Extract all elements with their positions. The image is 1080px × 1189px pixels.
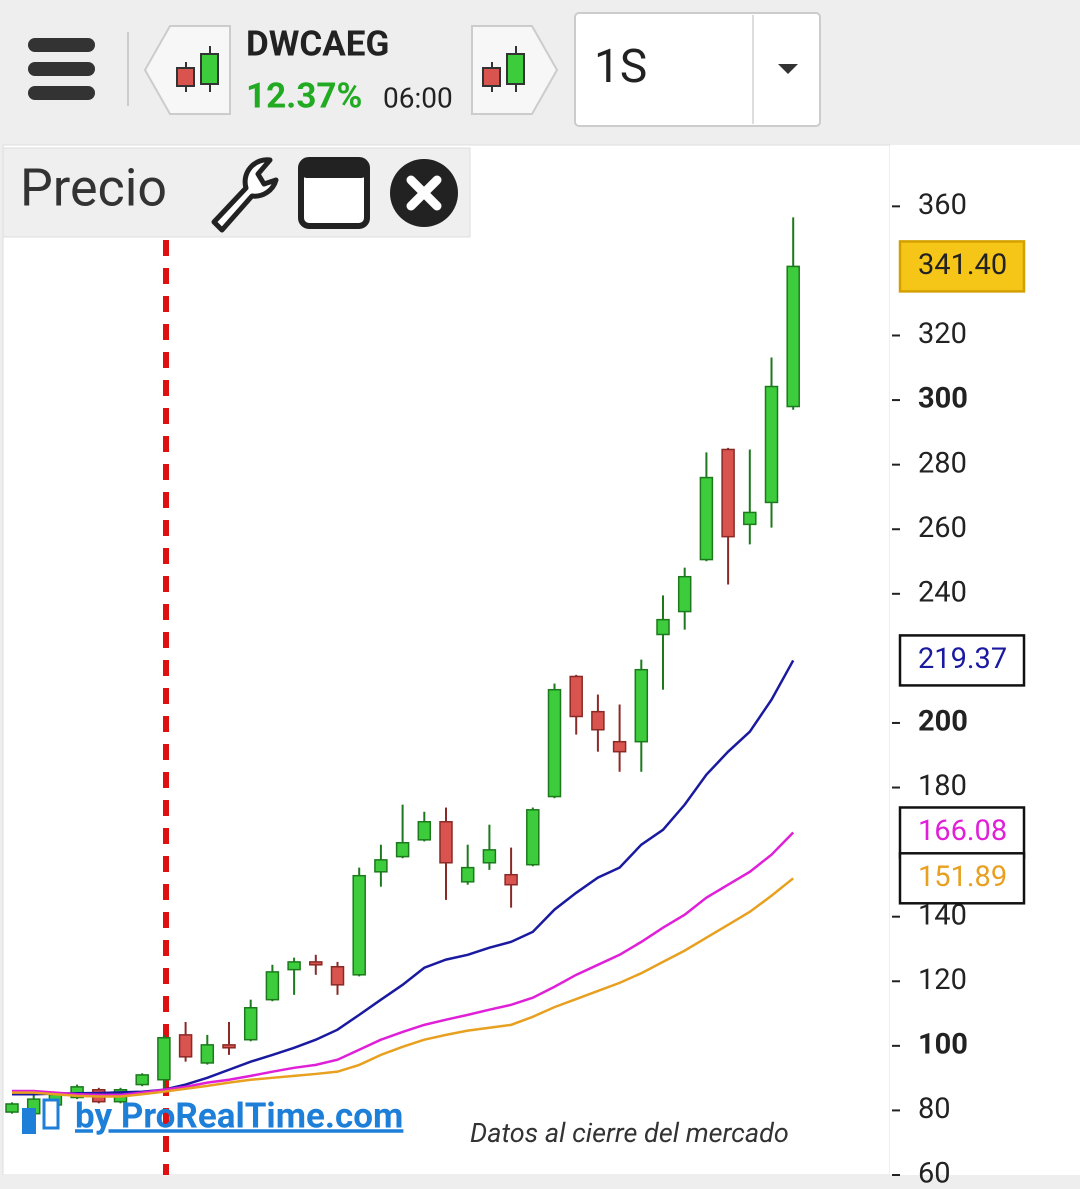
candle-body xyxy=(612,740,627,753)
y-tick-label: 360 xyxy=(918,188,967,222)
panel-title: Precio xyxy=(20,158,167,219)
period: 1S xyxy=(594,40,647,94)
bottom-bar xyxy=(0,1175,1080,1189)
candle-body xyxy=(352,874,366,976)
candle-body xyxy=(200,1044,215,1064)
candle-body xyxy=(157,1037,171,1081)
candle-body xyxy=(374,859,388,873)
y-tick-label: 320 xyxy=(918,317,967,351)
candle-body xyxy=(417,821,432,841)
y-tick-label: 80 xyxy=(918,1092,951,1126)
next-button[interactable] xyxy=(471,25,559,115)
window-button[interactable] xyxy=(298,157,370,229)
watermark-icon xyxy=(22,1098,60,1134)
ma-label-box xyxy=(898,806,1026,859)
ma-label: 166.08 xyxy=(918,814,1007,848)
candle-body xyxy=(677,575,692,613)
candle-body xyxy=(395,842,410,858)
y-tick-label: 280 xyxy=(918,446,967,480)
candle-body xyxy=(309,961,323,966)
plot xyxy=(5,217,800,1116)
candle-body xyxy=(547,688,562,798)
candle-body xyxy=(786,265,800,408)
period-dropdown[interactable] xyxy=(574,12,821,127)
candle-body xyxy=(699,476,714,561)
ma-label-box xyxy=(898,634,1026,687)
ma-label: 151.89 xyxy=(918,860,1007,894)
price-label: 341.40 xyxy=(918,248,1007,282)
previous-button[interactable] xyxy=(143,25,231,115)
watermark[interactable]: by ProRealTime.com xyxy=(75,1095,403,1136)
y-tick-label: 60 xyxy=(918,1157,951,1189)
time: 06:00 xyxy=(383,81,453,114)
candle-body xyxy=(287,961,301,971)
moving-average xyxy=(12,831,795,1097)
candle-body xyxy=(656,618,670,636)
candle-body xyxy=(721,448,735,538)
y-tick-label: 300 xyxy=(918,382,968,416)
candle-body xyxy=(243,1006,258,1041)
candle-body xyxy=(222,1044,236,1049)
settings-button[interactable] xyxy=(211,157,279,233)
candle-body xyxy=(526,809,540,866)
candle-body xyxy=(265,971,280,1001)
y-tick-label: 100 xyxy=(918,1028,968,1062)
y-tick-label: 260 xyxy=(918,511,967,545)
note: Datos al cierre del mercado xyxy=(470,1117,789,1149)
ma-label: 219.37 xyxy=(918,642,1007,676)
candle-body xyxy=(569,675,583,718)
price-label-box xyxy=(898,240,1026,293)
candle-body xyxy=(135,1074,149,1086)
candle-body xyxy=(504,873,518,886)
y-tick-label: 240 xyxy=(918,575,967,609)
candle-body xyxy=(5,1103,19,1113)
y-tick-label: 200 xyxy=(918,705,968,739)
candle-body xyxy=(634,668,649,743)
candle-body xyxy=(460,866,475,883)
menu-button[interactable] xyxy=(28,38,95,100)
candle-body xyxy=(743,511,757,526)
y-tick-label: 120 xyxy=(918,963,967,997)
candle-body xyxy=(764,385,779,504)
candle-body xyxy=(591,710,605,731)
candle-body xyxy=(439,821,453,864)
symbol: DWCAEG xyxy=(246,23,389,64)
candle-body xyxy=(330,965,345,986)
change: 12.37% xyxy=(246,75,362,116)
candle-body xyxy=(482,849,497,864)
y-tick-label: 180 xyxy=(918,769,967,803)
plot-area xyxy=(2,144,891,1176)
moving-average xyxy=(12,877,794,1098)
candle-body xyxy=(178,1034,193,1058)
ma-label-box xyxy=(898,852,1026,905)
close-button[interactable] xyxy=(390,159,458,227)
